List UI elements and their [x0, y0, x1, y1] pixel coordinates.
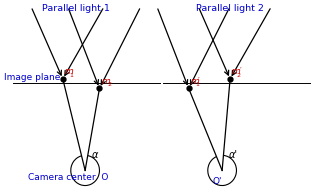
Text: Camera center  O: Camera center O [28, 173, 108, 182]
Text: 2: 2 [237, 73, 241, 78]
Text: ′: ′ [198, 76, 200, 85]
Text: α': α' [229, 150, 238, 160]
Text: 1: 1 [69, 73, 73, 78]
Text: O': O' [212, 177, 222, 185]
Text: Parallel light 1: Parallel light 1 [42, 4, 109, 13]
Text: m: m [102, 77, 111, 86]
Text: 2: 2 [107, 82, 111, 87]
Text: α: α [92, 150, 99, 160]
Text: m: m [232, 67, 240, 76]
Text: Parallel light 2: Parallel light 2 [196, 4, 264, 13]
Text: 1: 1 [196, 82, 199, 87]
Text: ′: ′ [240, 66, 241, 76]
Text: Image plane: Image plane [4, 73, 60, 82]
Text: m: m [190, 77, 199, 86]
Text: m: m [64, 67, 73, 76]
